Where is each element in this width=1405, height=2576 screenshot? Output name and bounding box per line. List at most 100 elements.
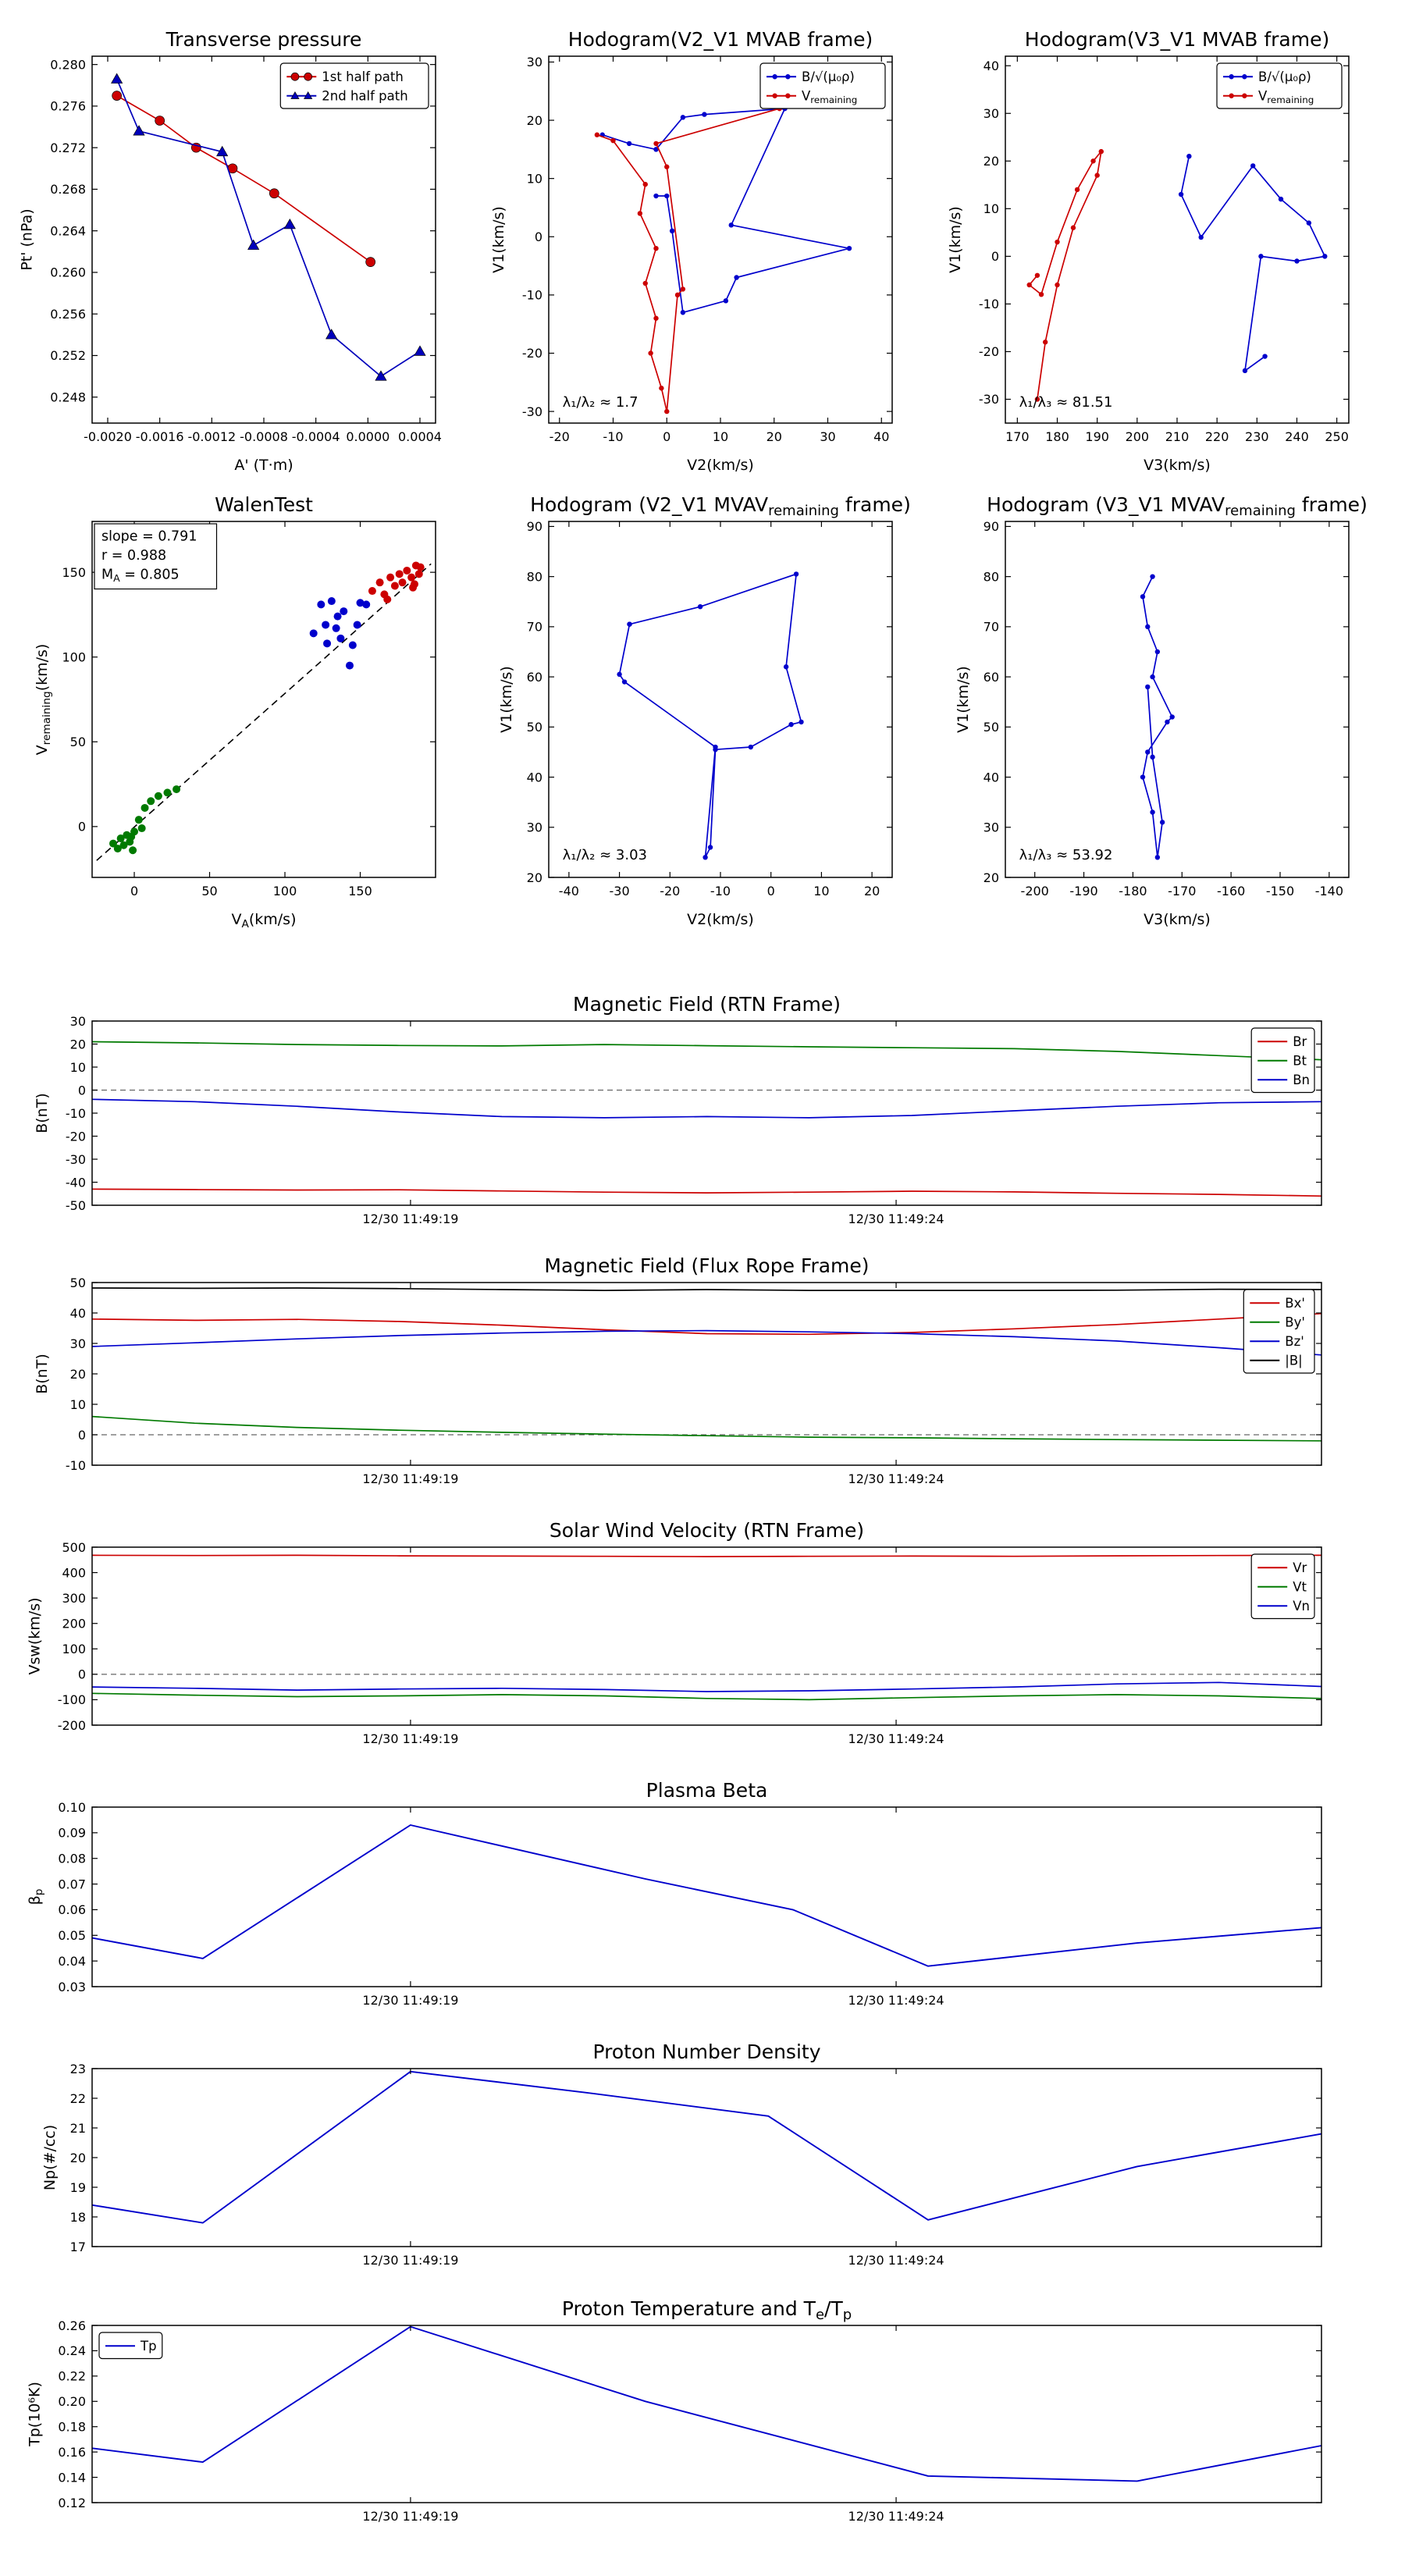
dot-marker xyxy=(336,634,345,642)
dot-marker xyxy=(1140,774,1146,780)
plot-area xyxy=(1005,521,1349,877)
legend: Bx' By' Bz' |B| xyxy=(1243,1289,1315,1374)
dot-marker xyxy=(1278,196,1284,202)
circle-marker xyxy=(365,257,376,267)
y-tick-label: 60 xyxy=(527,670,542,685)
dot-marker xyxy=(1306,220,1312,226)
series-b xyxy=(91,1287,1322,1291)
chart-title: Hodogram(V3_V1 MVAB frame) xyxy=(1025,28,1329,51)
dot-marker xyxy=(147,797,155,806)
legend: Tp xyxy=(98,2332,163,2360)
dot-marker xyxy=(653,315,659,321)
dot-marker xyxy=(340,607,348,616)
y-tick-label: 80 xyxy=(527,569,542,584)
series-1st-half-path xyxy=(116,94,372,263)
y-tick-label: 0 xyxy=(78,1667,86,1682)
legend-label: By' xyxy=(1285,1315,1305,1330)
triangle-marker xyxy=(283,218,296,229)
legend-label: Vremaining xyxy=(1258,89,1314,105)
y-tick-label: -50 xyxy=(66,1198,86,1213)
circle-marker xyxy=(112,91,123,101)
chart-title: Proton Number Density xyxy=(593,2041,821,2063)
y-tick-label: 60 xyxy=(984,670,999,685)
dot-marker xyxy=(1262,354,1268,359)
circle-marker xyxy=(269,188,279,199)
y-tick-label: 0.252 xyxy=(50,348,86,363)
legend-label: Vn xyxy=(1293,1599,1310,1614)
dot-marker xyxy=(697,603,703,610)
y-tick-label: 0.05 xyxy=(58,1928,86,1943)
x-tick-label: 12/30 11:49:19 xyxy=(362,2253,458,2268)
series-tp xyxy=(91,2325,1322,2482)
y-tick-label: 30 xyxy=(527,55,542,69)
chart-proton-density: 12/30 11:49:19 12/30 11:49:24 17 18 19 20 21 22… xyxy=(41,2041,1322,2268)
circle-marker xyxy=(304,72,313,81)
x-axis-label: VA(km/s) xyxy=(232,911,297,930)
dot-marker xyxy=(1229,93,1234,98)
dot-marker xyxy=(680,310,686,315)
x-tick-label: 10 xyxy=(713,429,728,444)
dot-marker xyxy=(1229,74,1234,80)
y-tick-label: 0.276 xyxy=(50,99,86,114)
legend-label: Vr xyxy=(1293,1560,1307,1575)
y-axis-label: V1(km/s) xyxy=(947,206,964,273)
dot-marker xyxy=(403,566,411,575)
dot-marker xyxy=(1150,754,1155,760)
series-br xyxy=(91,1188,1322,1197)
dot-marker xyxy=(723,298,729,304)
plot-area xyxy=(92,1283,1321,1465)
y-tick-label: 90 xyxy=(984,519,999,534)
x-tick-label: -200 xyxy=(1021,884,1049,898)
legend: Br Bt Bn xyxy=(1250,1027,1315,1094)
y-tick-label: -30 xyxy=(66,1152,86,1167)
dot-marker xyxy=(674,292,681,298)
y-tick-label: 0.20 xyxy=(58,2394,86,2409)
x-tick-label: 230 xyxy=(1245,429,1269,444)
x-tick-label: -10 xyxy=(710,884,731,898)
dot-marker xyxy=(368,587,376,596)
triangle-marker xyxy=(290,91,300,99)
chart-transverse-pressure: -0.0020 -0.0016 -0.0012 -0.0008 -0.0004 0.000… xyxy=(18,28,442,474)
y-tick-label: 0.268 xyxy=(50,182,86,197)
dot-marker xyxy=(1186,153,1192,159)
dot-marker xyxy=(664,408,670,415)
dot-marker xyxy=(1242,93,1247,98)
dot-marker xyxy=(642,181,648,187)
dot-marker xyxy=(416,563,425,571)
y-tick-label: -10 xyxy=(522,288,542,303)
x-tick-label: -20 xyxy=(660,884,680,898)
y-tick-label: -30 xyxy=(522,404,542,419)
x-tick-label: -140 xyxy=(1315,884,1343,898)
y-tick-label: 0 xyxy=(991,249,999,264)
y-tick-label: 0.12 xyxy=(58,2496,86,2510)
dot-marker xyxy=(332,624,340,632)
dot-marker xyxy=(116,834,125,843)
dot-marker xyxy=(1145,684,1151,690)
y-axis-label: B(nT) xyxy=(34,1093,51,1133)
dot-marker xyxy=(410,580,418,589)
dot-marker xyxy=(386,573,395,582)
y-tick-label: -100 xyxy=(58,1692,86,1707)
x-tick-label: 0 xyxy=(767,884,775,898)
y-tick-label: 30 xyxy=(984,106,999,121)
legend-label: Tp xyxy=(140,2339,157,2354)
dot-marker xyxy=(129,846,137,855)
plot-area xyxy=(92,1021,1321,1205)
x-axis-label: V2(km/s) xyxy=(687,911,754,928)
dot-marker xyxy=(785,93,791,98)
dot-marker xyxy=(680,115,686,120)
dot-marker xyxy=(653,193,659,199)
dot-marker xyxy=(109,839,118,848)
y-tick-label: 50 xyxy=(527,720,542,735)
x-tick-label: -40 xyxy=(559,884,579,898)
y-tick-label: 0.280 xyxy=(50,57,86,72)
chart-walen-test: 0 50 100 150 0 50 100 150 WalenTest VA(km/s) Vrema… xyxy=(34,493,436,930)
y-tick-label: 40 xyxy=(984,59,999,73)
y-tick-label: 90 xyxy=(527,519,542,534)
y-tick-label: 40 xyxy=(527,770,542,785)
series-b xyxy=(1142,576,1173,859)
y-axis-label: Np(#/cc) xyxy=(41,2125,59,2190)
series-b xyxy=(618,573,802,859)
legend-label: Bz' xyxy=(1285,1334,1304,1349)
